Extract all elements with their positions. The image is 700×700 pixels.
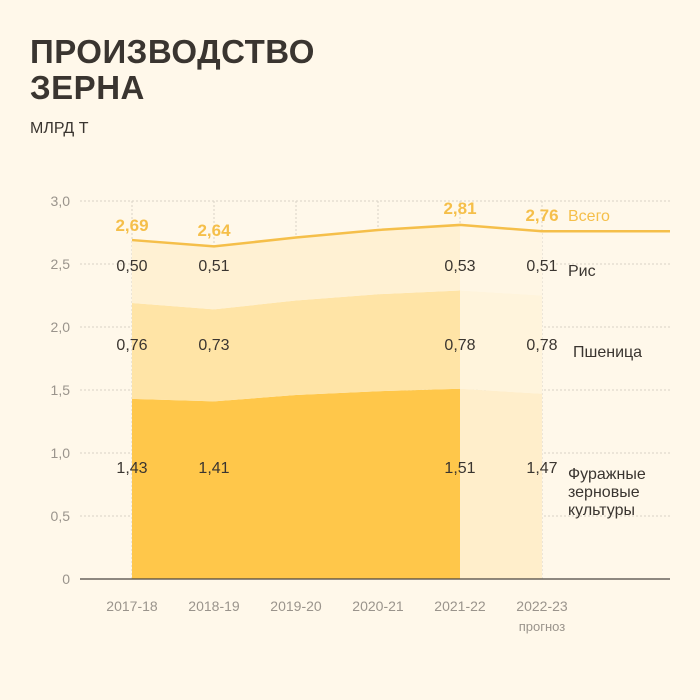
data-label: 0,51 xyxy=(198,258,229,275)
legend-feed-grains: зерновые xyxy=(568,484,640,501)
y-tick-label: 1,5 xyxy=(51,382,71,398)
legend-rice: Рис xyxy=(568,263,596,280)
data-label: 0,76 xyxy=(116,337,147,354)
feed-grains-area-forecast xyxy=(460,388,542,579)
data-label: 0,78 xyxy=(526,337,557,354)
data-label: 0,51 xyxy=(526,258,557,275)
forecast-note: прогноз xyxy=(519,619,566,634)
title-line-1: ПРОИЗВОДСТВО xyxy=(30,33,315,70)
total-label: 2,81 xyxy=(443,199,476,218)
data-label: 1,47 xyxy=(526,460,557,477)
data-label: 1,41 xyxy=(198,460,229,477)
data-label: 0,73 xyxy=(198,337,229,354)
rice-area-forecast xyxy=(460,223,542,296)
x-tick-label: 2022-23 xyxy=(516,598,568,614)
y-tick-label: 0 xyxy=(62,571,70,587)
x-tick-label: 2018-19 xyxy=(188,598,240,614)
page-title: ПРОИЗВОДСТВО ЗЕРНА xyxy=(30,34,315,106)
legend-wheat: Пшеница xyxy=(573,344,642,361)
rice-area xyxy=(132,223,460,310)
x-tick-label: 2020-21 xyxy=(352,598,404,614)
y-tick-label: 1,0 xyxy=(51,445,71,461)
legend-feed-grains: культуры xyxy=(568,502,635,519)
legend-total: Всего xyxy=(568,208,610,225)
total-label: 2,64 xyxy=(197,221,231,240)
y-tick-label: 0,5 xyxy=(51,508,71,524)
total-label: 2,69 xyxy=(115,216,148,235)
unit-label: МЛРД Т xyxy=(30,120,89,137)
total-label: 2,76 xyxy=(525,206,558,225)
title-line-2: ЗЕРНА xyxy=(30,69,145,106)
wheat-area xyxy=(132,290,460,402)
x-tick-label: 2021-22 xyxy=(434,598,486,614)
y-tick-label: 2,0 xyxy=(51,319,71,335)
data-label: 1,51 xyxy=(444,460,475,477)
total-line xyxy=(131,223,670,248)
x-tick-label: 2019-20 xyxy=(270,598,322,614)
data-label: 0,53 xyxy=(444,258,475,275)
y-tick-label: 3,0 xyxy=(51,193,71,209)
data-label: 1,43 xyxy=(116,460,147,477)
data-label: 0,50 xyxy=(116,258,147,275)
x-tick-label: 2017-18 xyxy=(106,598,158,614)
wheat-area-forecast xyxy=(460,290,542,394)
y-tick-label: 2,5 xyxy=(51,256,71,272)
data-label: 0,78 xyxy=(444,337,475,354)
feed-grains-area xyxy=(132,388,460,579)
legend-feed-grains: Фуражные xyxy=(568,466,646,483)
